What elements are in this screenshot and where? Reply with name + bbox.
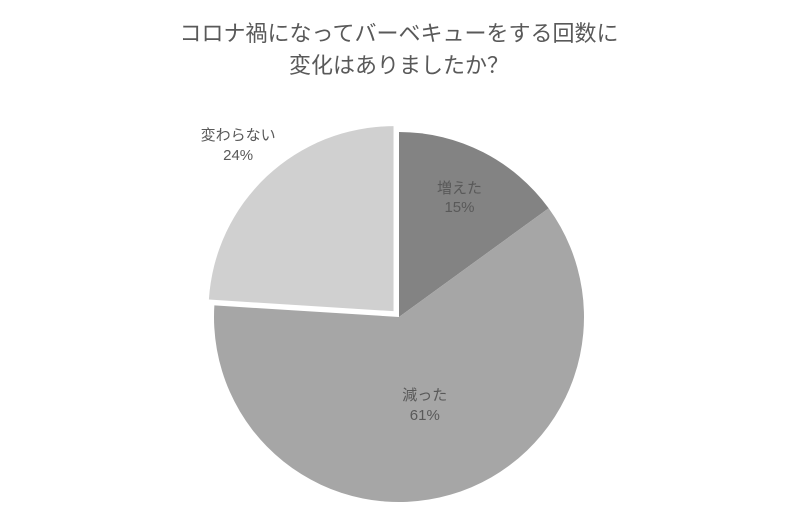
slice-label-decreased: 減った61% xyxy=(402,386,447,425)
pie-svg xyxy=(0,0,798,517)
pie-chart: コロナ禍になってバーベキューをする回数に 変化はありましたか？ 増えた15%減っ… xyxy=(0,0,798,517)
slice-label-increased: 増えた15% xyxy=(437,179,482,218)
slice-label-pct: 24% xyxy=(201,146,276,166)
slice-label-pct: 61% xyxy=(402,406,447,426)
slice-label-name: 増えた xyxy=(437,179,482,199)
slice-label-unchanged: 変わらない24% xyxy=(201,126,276,165)
slice-label-name: 変わらない xyxy=(201,126,276,146)
slice-label-pct: 15% xyxy=(437,198,482,218)
slice-label-name: 減った xyxy=(402,386,447,406)
